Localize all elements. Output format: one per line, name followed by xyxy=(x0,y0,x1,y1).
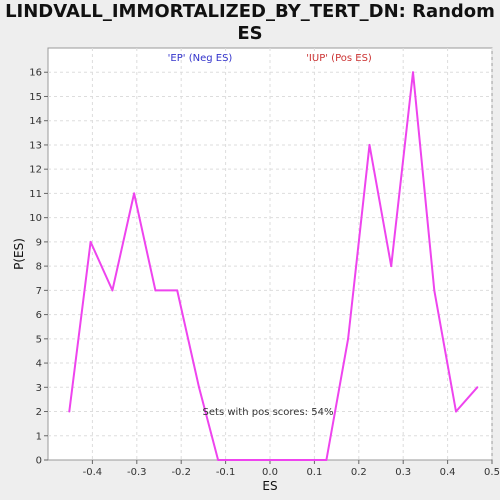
data-point xyxy=(176,289,179,292)
y-tick-label: 16 xyxy=(29,68,42,79)
x-tick-label: -0.2 xyxy=(171,467,191,478)
y-tick-label: 7 xyxy=(36,286,42,297)
y-tick-label: 6 xyxy=(36,310,42,321)
data-point xyxy=(269,459,271,461)
data-point xyxy=(368,143,371,146)
data-point xyxy=(476,386,479,389)
y-tick-label: 1 xyxy=(36,431,42,442)
data-point xyxy=(111,289,114,292)
y-tick-label: 10 xyxy=(29,213,42,224)
data-point xyxy=(89,240,92,243)
y-tick-label: 15 xyxy=(29,92,42,103)
y-tick-label: 9 xyxy=(36,237,42,248)
y-tick-label: 5 xyxy=(36,334,42,345)
x-tick-label: 0.4 xyxy=(440,467,456,478)
y-tick-label: 3 xyxy=(36,383,42,394)
x-tick-label: 0.3 xyxy=(395,467,411,478)
neg-es-annotation: 'EP' (Neg ES) xyxy=(168,53,233,64)
chart-title-line-1: LINDVALL_IMMORTALIZED_BY_TERT_DN: Random… xyxy=(5,1,495,44)
x-tick-label: 0.1 xyxy=(306,467,322,478)
y-tick-label: 13 xyxy=(29,140,42,151)
y-axis-label: P(ES) xyxy=(12,238,26,270)
y-tick-label: 14 xyxy=(29,116,42,127)
data-point xyxy=(300,459,303,461)
y-tick-label: 11 xyxy=(29,189,42,200)
x-tick-label: 0.5 xyxy=(484,467,500,478)
x-axis-label: ES xyxy=(262,479,277,493)
y-tick-label: 4 xyxy=(36,359,42,370)
data-point xyxy=(433,289,436,292)
data-point xyxy=(411,71,414,74)
x-tick-label: -0.4 xyxy=(83,467,103,478)
grid-lines xyxy=(48,48,493,460)
y-tick-label: 0 xyxy=(36,456,42,467)
x-tick-label: 0.2 xyxy=(351,467,367,478)
data-point xyxy=(347,337,350,340)
data-point xyxy=(455,410,458,413)
y-tick-label: 8 xyxy=(36,262,42,273)
data-point xyxy=(133,192,136,195)
x-tick-label: 0.0 xyxy=(262,467,278,478)
data-point xyxy=(154,289,157,292)
data-point xyxy=(325,459,328,461)
pos-scores-annotation: Sets with pos scores: 54% xyxy=(203,407,334,418)
series-lines xyxy=(68,71,479,461)
data-point xyxy=(68,410,71,413)
pos-es-annotation: 'IUP' (Pos ES) xyxy=(306,53,372,64)
data-point xyxy=(217,459,220,461)
x-tick-label: -0.1 xyxy=(216,467,236,478)
y-tick-label: 12 xyxy=(29,165,42,176)
data-point xyxy=(237,459,240,461)
data-point xyxy=(390,265,393,268)
y-tick-label: 2 xyxy=(36,407,42,418)
data-point xyxy=(197,386,200,389)
x-tick-label: -0.3 xyxy=(127,467,147,478)
